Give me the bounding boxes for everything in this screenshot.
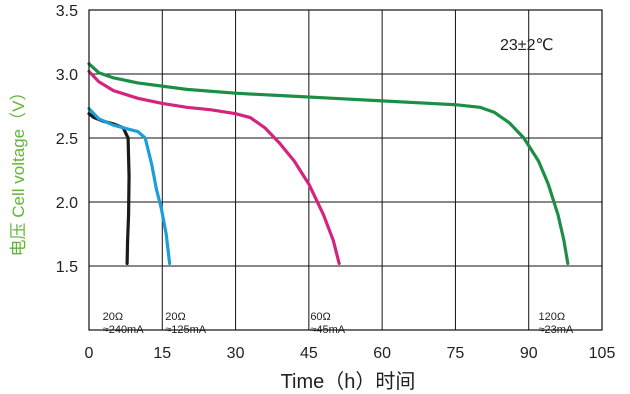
series-label-line: 20Ω: [103, 311, 123, 323]
y-axis-label: 电压 Cell voltage（V）: [9, 84, 28, 257]
grid-layer: [89, 10, 602, 330]
series-label-line: 20Ω: [165, 311, 185, 323]
series-label-0: 20Ω ≈240mA: [103, 311, 145, 336]
x-tick-label: 30: [227, 345, 245, 362]
y-tick-label: 1.5: [56, 259, 78, 276]
y-tick-label: 2.0: [56, 195, 78, 212]
labels-layer: 0 15 30 45 60 75 90 105 1.5 2.0 2.5 3.0 3.5 20Ω ≈240mA…: [56, 3, 616, 362]
x-axis-label: Time（h）时间: [281, 370, 416, 393]
x-tick-label: 15: [153, 345, 171, 362]
x-tick-label: 60: [373, 345, 391, 362]
series-label-2: 60Ω ≈45mA: [310, 311, 345, 336]
x-tick-label: 75: [447, 345, 465, 362]
series-label-line: 60Ω: [310, 311, 330, 323]
x-tick-label: 90: [520, 345, 538, 362]
y-tick-label: 2.5: [56, 131, 78, 148]
y-tick-label: 3.0: [56, 67, 78, 84]
series-line-3: [89, 64, 568, 264]
x-tick-label: 45: [300, 345, 318, 362]
y-tick-label: 3.5: [56, 3, 78, 20]
series-label-line: 120Ω: [538, 311, 565, 323]
series-line-0: [89, 114, 129, 264]
series-label-1: 20Ω ≈125mA: [165, 311, 207, 336]
series-label-3: 120Ω ≈23mA: [538, 311, 573, 336]
x-tick-label: 0: [85, 345, 94, 362]
x-tick-label: 105: [589, 345, 616, 362]
temperature-label: 23±2℃: [500, 37, 553, 54]
series-layer: [89, 64, 568, 264]
plot-frame: [89, 10, 602, 330]
